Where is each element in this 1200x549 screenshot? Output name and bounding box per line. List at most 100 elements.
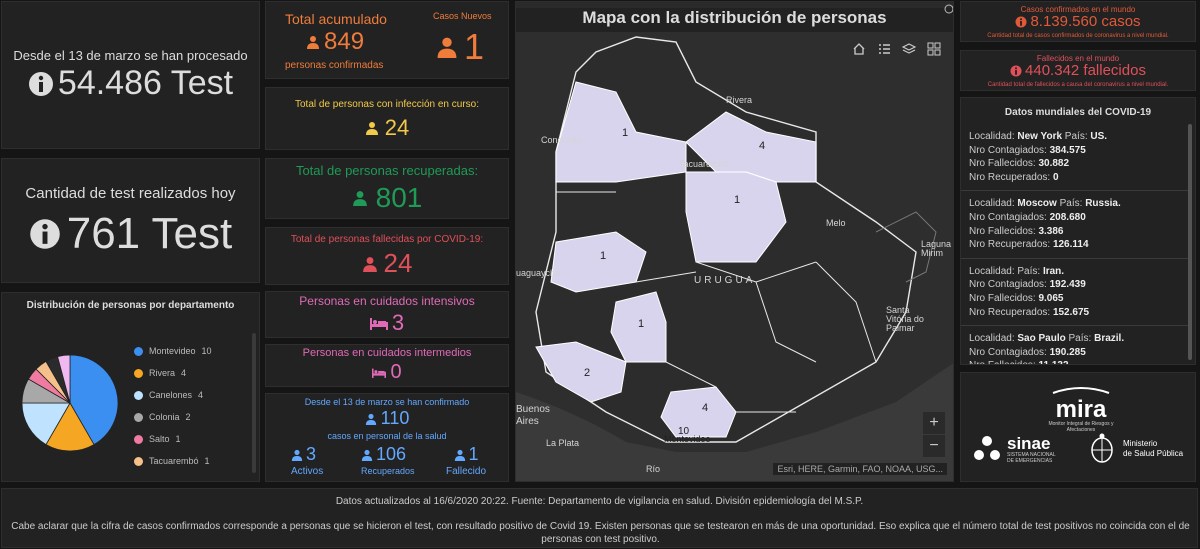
tests-processed-value-row: 54.486 Test	[2, 64, 259, 103]
legend-swatch	[134, 434, 143, 444]
recovered-value: 801	[375, 182, 423, 213]
world-entry-value: 152.675	[1052, 306, 1090, 318]
person-icon	[291, 449, 303, 461]
bed-icon	[369, 318, 388, 330]
health-staff-panel: Desde el 13 de marzo se han confirmado 1…	[265, 393, 509, 482]
basemap-button[interactable]	[923, 38, 945, 60]
icu-title: Personas en cuidados intensivos	[299, 294, 475, 308]
dept-count-label: 4	[702, 402, 709, 414]
person-icon	[362, 256, 377, 272]
world-entry-label: Nro Contagiados:	[969, 346, 1050, 358]
world-data-scrollbar[interactable]	[1188, 124, 1192, 360]
map-panel[interactable]: Mapa con la distribución de personas Con…	[515, 1, 954, 482]
info-icon	[1010, 64, 1022, 77]
pie-slice-montevideo[interactable]	[69, 354, 119, 446]
world-confirmed-title: Casos confirmados en el mundo	[1020, 5, 1136, 14]
world-entry-line: Nro Contagiados: 208.680	[969, 211, 1181, 225]
tests-today-value: 761 Test	[66, 209, 233, 258]
pais-label: País:	[1065, 333, 1095, 345]
health-staff-caption-bottom: casos en personal de la salud	[327, 431, 447, 441]
health-staff-recovered: 106 Recuperados	[361, 444, 415, 476]
bed-icon	[372, 368, 387, 378]
expand-button[interactable]	[942, 2, 953, 15]
pais-value: Brazil.	[1094, 333, 1125, 345]
info-icon	[29, 219, 60, 249]
legend-value: 1	[204, 456, 210, 466]
deceased-value-row: 24	[266, 248, 508, 279]
home-button[interactable]	[848, 38, 870, 60]
health-staff-value-row: 110	[266, 408, 508, 429]
footer-panel: Datos actualizados al 16/6/2020 20:22. F…	[1, 488, 1198, 548]
world-entry-value: 0	[1052, 171, 1059, 183]
msp-text: Ministerio de Salud Pública	[1123, 439, 1184, 458]
pie-slice-otros-2[interactable]	[57, 354, 71, 404]
uruguay-map[interactable]	[516, 32, 954, 482]
world-entry-line: Nro Recuperados: 152.675	[969, 306, 1181, 320]
world-entry-line: Nro Contagiados: 190.285	[969, 346, 1181, 360]
legend-label: Montevideo	[149, 346, 196, 356]
mira-arc-icon	[1052, 387, 1110, 394]
world-data-panel: Datos mundiales del COVID-19 Localidad: …	[960, 97, 1196, 365]
info-icon	[28, 71, 53, 96]
tests-processed-caption: Desde el 13 de marzo se han procesado	[13, 48, 248, 63]
map-label-rio: Río	[646, 464, 661, 474]
world-entry-line: Nro Recuperados: 0	[969, 171, 1181, 185]
icu-value: 3	[391, 310, 405, 335]
map-label-concordia: Concordia	[541, 135, 583, 145]
dept-count-label: 4	[759, 140, 766, 152]
recovered-panel: Total de personas recuperadas: 801	[265, 158, 509, 219]
legend-scrollbar[interactable]	[252, 333, 256, 473]
world-entry-value: 11.132	[1038, 360, 1068, 364]
layers-button[interactable]	[898, 38, 920, 60]
dept-count-label: 1	[600, 250, 607, 262]
health-staff-active: 3 Activos	[291, 444, 323, 477]
world-entry-label: Nro Contagiados:	[969, 144, 1050, 156]
active-infection-panel: Total de personas con infección en curso…	[265, 87, 509, 150]
legend-label: Colonia	[149, 412, 180, 422]
world-entry-label: Nro Fallecidos:	[969, 292, 1039, 304]
map-label-buenos-aires: Buenos Aires	[516, 404, 550, 427]
world-confirmed-panel: Casos confirmados en el mundo 8.139.560 …	[960, 1, 1196, 42]
intermediate-care-panel: Personas en cuidados intermedios 0	[265, 344, 509, 387]
world-entry-label: Nro Fallecidos:	[969, 158, 1039, 170]
world-entry-value: 190.285	[1049, 346, 1086, 358]
world-entry: Localidad: Sao Paulo País: Brazil. Nro Co…	[961, 326, 1189, 364]
footer-note: Cabe aclarar que la cifra de casos confi…	[11, 521, 1190, 545]
legend-label: Tacuarembó	[149, 456, 199, 466]
world-entry-line: Nro Fallecidos: 9.065	[969, 292, 1181, 306]
intermediate-value-row: 0	[266, 361, 508, 384]
recovered-value-row: 801	[266, 182, 508, 214]
world-deaths-title: Fallecidos en el mundo	[1036, 54, 1120, 63]
world-confirmed-value-row: 8.139.560 casos	[961, 13, 1195, 30]
world-entry-line: Nro Recuperados: 126.114	[969, 238, 1181, 252]
pais-value: Iran.	[1042, 265, 1065, 277]
zoom-in-button[interactable]: +	[923, 412, 945, 434]
sinae-icon	[974, 436, 1000, 460]
health-staff-recovered-label: Recuperados	[361, 466, 415, 476]
legend-swatch	[134, 368, 143, 378]
legend-label: Rivera	[149, 368, 176, 378]
world-entry-line: Nro Contagiados: 192.439	[969, 278, 1181, 292]
tests-processed-value: 54.486 Test	[57, 64, 234, 102]
pie-slice-canelones[interactable]	[21, 402, 71, 446]
active-title: Total de personas con infección en curso…	[295, 99, 479, 110]
health-staff-deceased-label: Fallecido	[446, 466, 487, 477]
info-icon	[1015, 15, 1027, 28]
legend-item: Colonia 2	[134, 412, 244, 422]
world-entry-label: Nro Contagiados:	[969, 211, 1050, 223]
localidad-label: Localidad:	[969, 131, 1018, 142]
world-entry-line: Nro Fallecidos: 30.882	[969, 157, 1181, 171]
zoom-out-button[interactable]: −	[923, 435, 945, 457]
legend-item: Montevideo 10	[134, 346, 244, 356]
intermediate-value: 0	[390, 361, 402, 383]
pie-slice-rivera[interactable]	[45, 402, 95, 452]
localidad-value: Moscow	[1017, 198, 1057, 210]
legend-button[interactable]	[873, 38, 895, 60]
person-icon	[437, 37, 457, 58]
legend-item: Tacuarembó 1	[134, 456, 244, 466]
map-label-la-plata: La Plata	[546, 438, 580, 448]
accumulated-title: Total acumulado	[285, 11, 387, 27]
legend-item: Canelones 4	[134, 390, 244, 400]
mira-text: mira	[1055, 396, 1107, 423]
new-cases-value: 1	[464, 26, 485, 67]
